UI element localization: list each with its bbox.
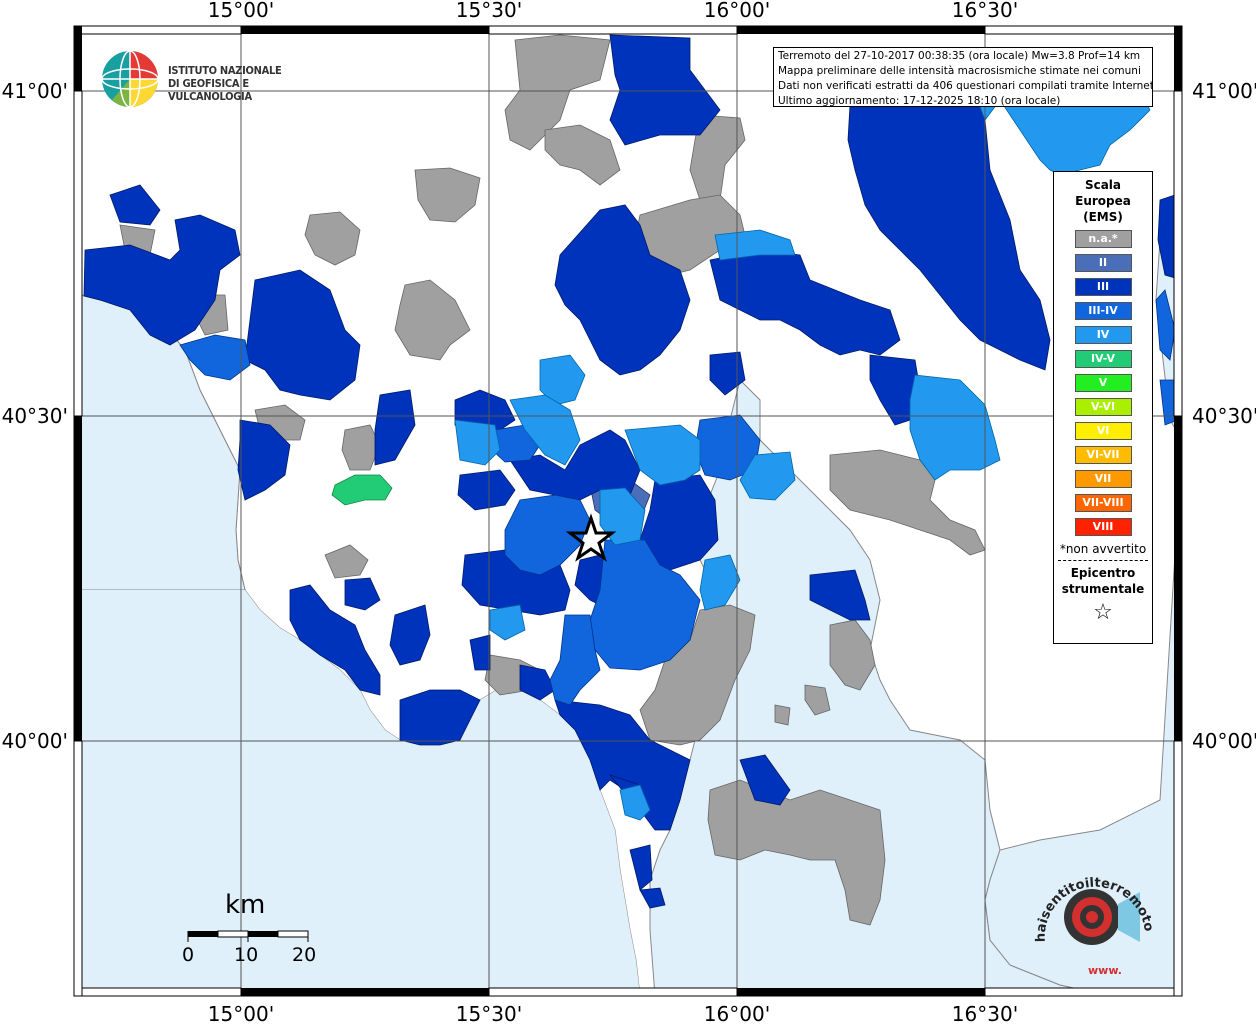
legend-swatch: n.a.*	[1074, 230, 1132, 248]
legend-star-icon: ☆	[1093, 600, 1113, 625]
x-axis-labels-top: 15°00' 15°30' 16°00' 16°30'	[208, 0, 1018, 22]
scale-unit: km	[225, 890, 266, 920]
y-axis-labels-left: 41°00' 40°30' 40°00'	[2, 79, 68, 753]
legend-note: *non avvertito	[1059, 542, 1147, 556]
x-tick-label: 15°30'	[456, 1002, 522, 1024]
scale-bar: km 0 10 20	[180, 890, 330, 970]
legend-swatch: IV	[1074, 326, 1132, 344]
scale-label: 10	[234, 944, 259, 966]
scale-label: 20	[292, 944, 317, 966]
x-tick-label: 16°00'	[704, 0, 770, 22]
legend-divider	[1058, 560, 1148, 561]
legend-swatch: IV-V	[1074, 350, 1132, 368]
intensity-III	[83, 34, 1183, 909]
haisentito-logo: haisentitoilterremoto.it www.	[1027, 851, 1160, 982]
legend-title: (EMS)	[1083, 210, 1123, 224]
earthquake-info-box: Terremoto del 27-10-2017 00:38:35 (ora l…	[773, 47, 1153, 107]
legend-swatch: VI-VII	[1074, 446, 1132, 464]
intensity-IV-V-region	[331, 474, 393, 506]
legend-epicenter-label: strumentale	[1061, 582, 1145, 596]
legend-title: Scala	[1084, 178, 1122, 192]
legend-swatch: V-VI	[1074, 398, 1132, 416]
scale-bar-graphic	[187, 930, 309, 942]
x-tick-label: 16°30'	[952, 1002, 1018, 1024]
intensity-III-IV	[179, 289, 1179, 706]
y-tick-label: 40°00'	[2, 729, 68, 753]
info-line-description: Mappa preliminare delle intensità macros…	[778, 65, 1141, 77]
legend-items: n.a.* II III III-IV IV IV-V V V-VI VI VI-VII VII VI…	[1054, 230, 1152, 536]
epicenter-star-icon	[565, 513, 617, 562]
intensity-legend: Scala Europea (EMS) n.a.* II III III-IV IV IV…	[1053, 171, 1153, 644]
ingv-logo-line1: ISTITUTO NAZIONALE	[168, 64, 282, 77]
y-tick-label: 41°00'	[1192, 79, 1256, 103]
legend-swatch: VIII	[1074, 518, 1132, 536]
legend-swatch: III	[1074, 278, 1132, 296]
y-axis-labels-right: 41°00' 40°30' 40°00'	[1192, 79, 1256, 753]
legend-swatch: VII	[1074, 470, 1132, 488]
x-tick-label: 16°00'	[704, 1002, 770, 1024]
legend-swatch: V	[1074, 374, 1132, 392]
legend-swatch: VI	[1074, 422, 1132, 440]
x-tick-label: 16°30'	[952, 0, 1018, 22]
scale-label: 0	[182, 944, 195, 966]
ingv-globe-icon	[101, 50, 159, 108]
info-line-data-source: Dati non verificati estratti da 406 ques…	[778, 80, 1153, 92]
haisentito-logo-sub: www.	[1088, 964, 1122, 977]
y-tick-label: 40°00'	[1192, 729, 1256, 753]
haisentito-logo-graphic: haisentitoilterremoto.it www.	[1027, 851, 1156, 977]
info-line-updated: Ultimo aggiornamento: 17-12-2025 18:10 (…	[778, 95, 1061, 107]
map-frame	[73, 25, 1183, 997]
y-tick-label: 40°30'	[2, 404, 68, 428]
legend-swatch: III-IV	[1074, 302, 1132, 320]
legend-epicenter-label: Epicentro	[1070, 566, 1136, 580]
y-tick-label: 40°30'	[1192, 404, 1256, 428]
x-axis-labels-bottom: 15°00' 15°30' 16°00' 16°30'	[208, 1002, 1018, 1024]
y-tick-label: 41°00'	[2, 79, 68, 103]
ingv-logo: ISTITUTO NAZIONALE DI GEOFISICA E VULCAN…	[100, 48, 320, 110]
x-tick-label: 15°30'	[456, 0, 522, 22]
legend-swatch: VII-VIII	[1074, 494, 1132, 512]
x-tick-label: 15°00'	[208, 1002, 274, 1024]
legend-swatch: II	[1074, 254, 1132, 272]
legend-title: Europea	[1075, 194, 1131, 208]
x-tick-label: 15°00'	[208, 0, 274, 22]
info-line-event: Terremoto del 27-10-2017 00:38:35 (ora l…	[778, 50, 1141, 62]
ingv-logo-line2: DI GEOFISICA E VULCANOLOGIA	[168, 77, 252, 103]
